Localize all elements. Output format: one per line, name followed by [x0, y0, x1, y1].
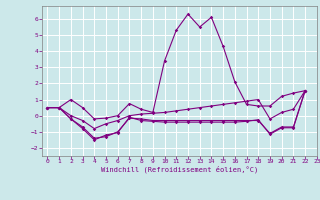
X-axis label: Windchill (Refroidissement éolien,°C): Windchill (Refroidissement éolien,°C)	[100, 166, 258, 173]
